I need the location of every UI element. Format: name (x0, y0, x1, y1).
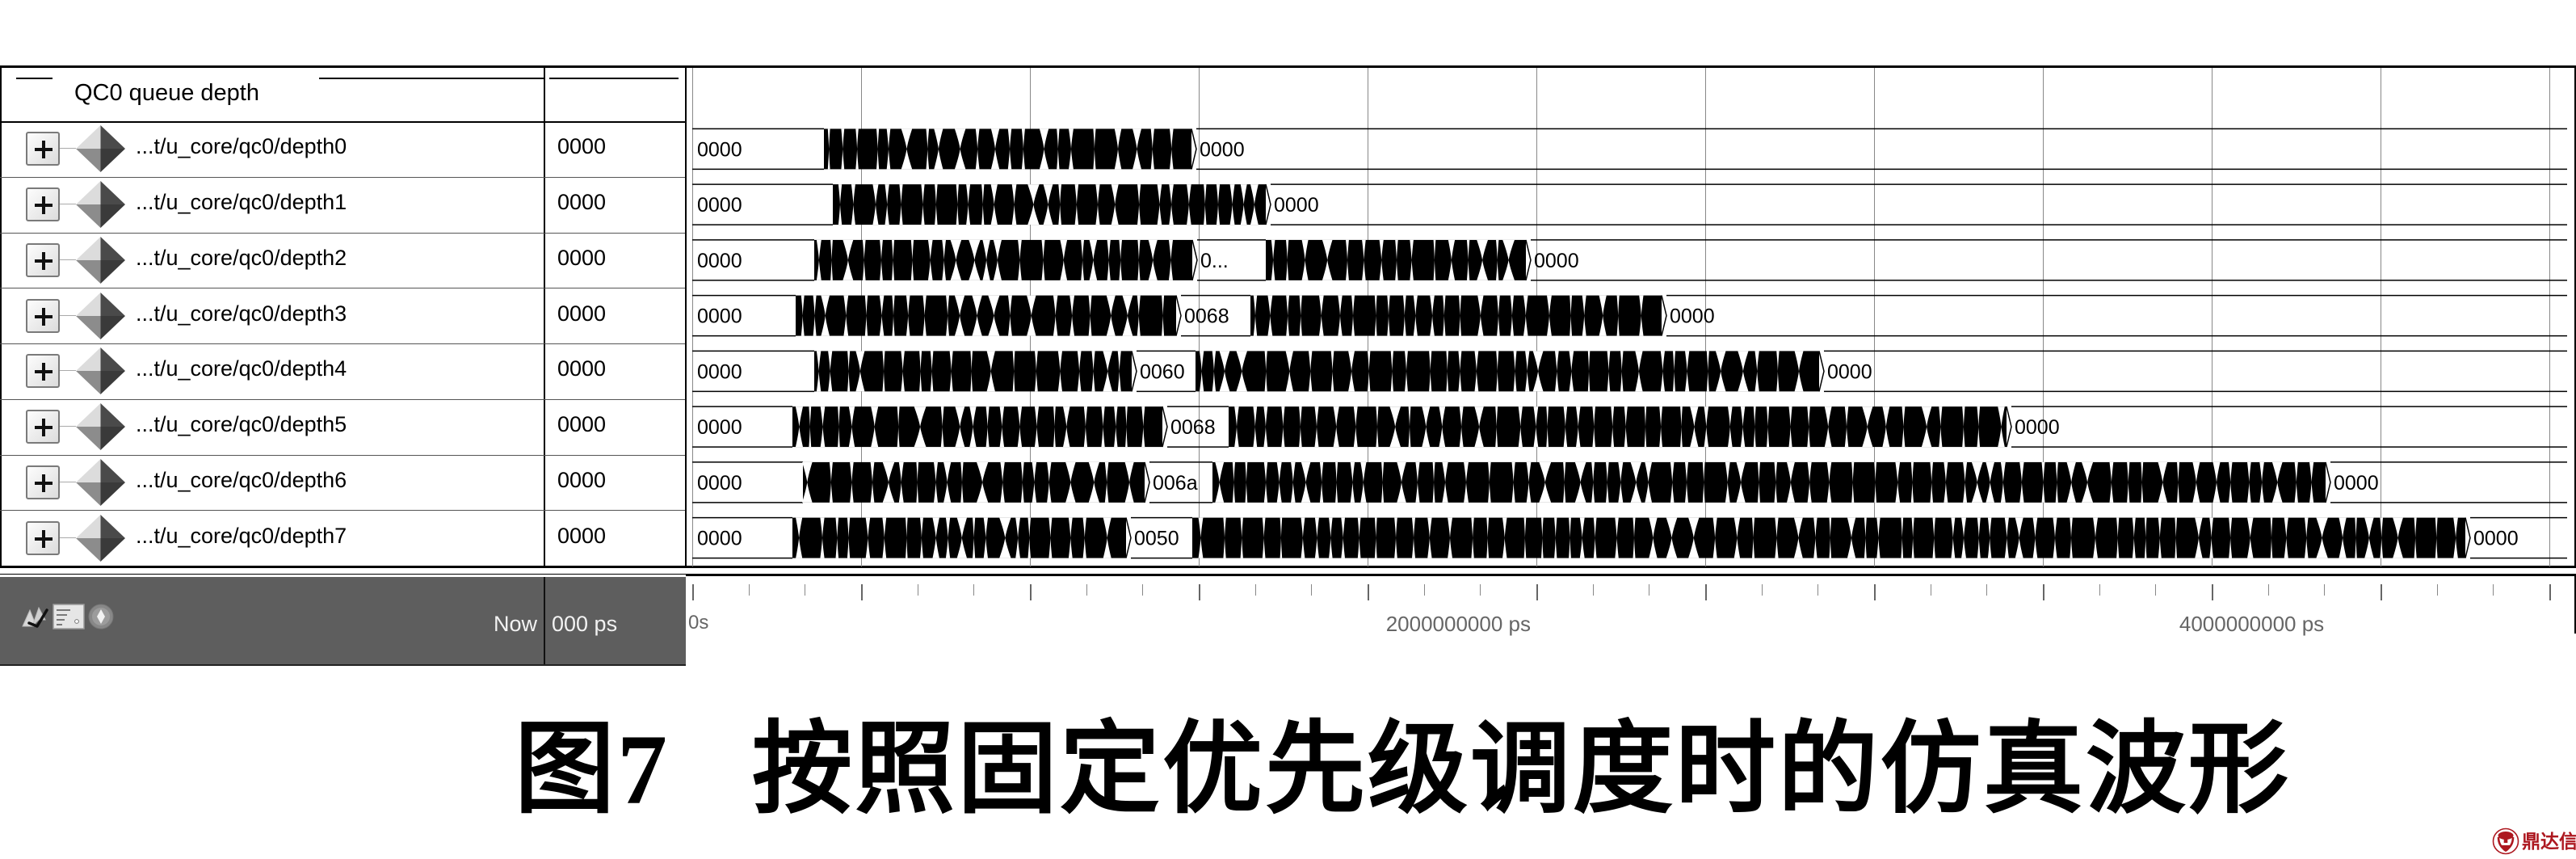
svg-text:0000: 0000 (697, 528, 742, 550)
svg-text:0000: 0000 (2473, 528, 2519, 550)
svg-text:0050: 0050 (1134, 528, 1179, 550)
